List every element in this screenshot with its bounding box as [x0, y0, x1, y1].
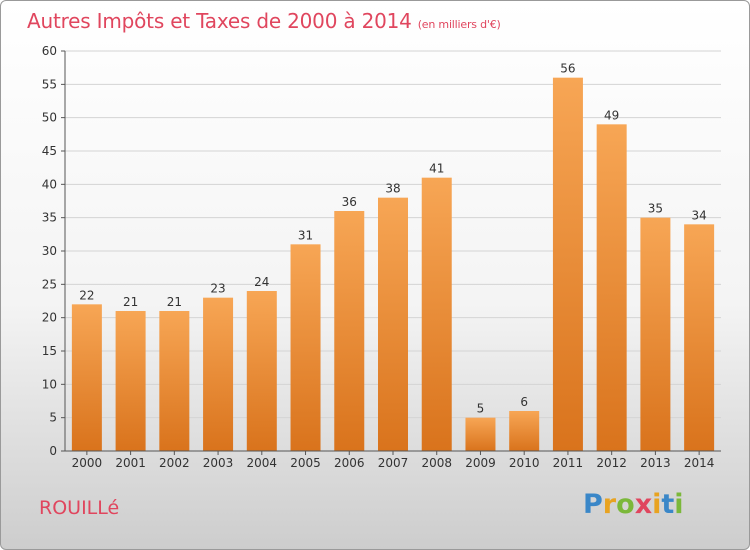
data-label-2002: 21	[167, 295, 182, 309]
bar-2013	[640, 217, 671, 451]
bar-2009	[465, 417, 496, 451]
bar-2007	[378, 197, 408, 451]
y-tick-label: 40	[42, 177, 57, 191]
logo-letter: x	[634, 489, 653, 520]
bar-2012	[596, 124, 627, 451]
x-tick-label-2012: 2012	[596, 456, 627, 470]
data-label-2010: 6	[520, 395, 528, 409]
data-label-2009: 5	[477, 402, 485, 416]
data-label-2013: 35	[648, 202, 663, 216]
x-tick-label-2004: 2004	[247, 456, 278, 470]
logo-letter: i	[674, 489, 684, 520]
bar-2003	[203, 297, 234, 451]
bar-2005	[290, 244, 321, 451]
data-label-2003: 23	[210, 282, 225, 296]
logo-letter: i	[652, 489, 662, 520]
bar-2011	[552, 77, 583, 452]
x-tick-label-2000: 2000	[72, 456, 103, 470]
chart-title: Autres Impôts et Taxes de 2000 à 2014 (en…	[27, 9, 501, 33]
data-label-2001: 21	[123, 295, 138, 309]
x-tick-label-2008: 2008	[421, 456, 452, 470]
bar-2000	[71, 304, 102, 451]
bar-2010	[509, 411, 540, 451]
x-tick-label-2007: 2007	[378, 456, 409, 470]
data-label-2011: 56	[560, 62, 575, 76]
x-tick-label-2014: 2014	[684, 456, 715, 470]
data-label-2006: 36	[342, 195, 357, 209]
data-label-2005: 31	[298, 228, 313, 242]
proxiti-logo: Proxiti	[583, 489, 684, 520]
x-tick-label-2006: 2006	[334, 456, 365, 470]
y-tick-label: 50	[42, 111, 57, 125]
data-label-2000: 22	[79, 288, 94, 302]
x-tick-label-2009: 2009	[465, 456, 496, 470]
y-tick-label: 45	[42, 144, 57, 158]
y-tick-label: 5	[49, 411, 57, 425]
y-tick-label: 10	[42, 377, 57, 391]
data-label-2004: 24	[254, 275, 269, 289]
data-label-2014: 34	[691, 208, 706, 222]
logo-letter: r	[602, 489, 617, 520]
y-tick-label: 35	[42, 211, 57, 225]
logo-letter: t	[661, 489, 675, 520]
y-tick-label: 15	[42, 344, 57, 358]
y-tick-label: 55	[42, 77, 57, 91]
bar-2004	[246, 291, 277, 451]
x-tick-label-2003: 2003	[203, 456, 234, 470]
y-axis: 0 5 10 15 20 25 30 35 40 45 50 55 60	[42, 44, 66, 458]
bar-2006	[334, 211, 365, 451]
chart-subtitle: (en milliers d'€)	[417, 18, 501, 31]
data-label-2007: 38	[385, 182, 400, 196]
x-tick-label-2005: 2005	[290, 456, 321, 470]
x-axis: 2000 2001 2002 2003 2004 2005 2006 2007 2008 2009…	[65, 450, 721, 470]
bar-2008	[421, 177, 452, 451]
y-tick-label: 30	[42, 244, 57, 258]
data-label-2012: 49	[604, 108, 619, 122]
y-tick-label: 60	[42, 44, 57, 58]
y-tick-label: 0	[49, 444, 57, 458]
bar-2014	[684, 224, 715, 451]
x-tick-label-2013: 2013	[640, 456, 671, 470]
x-tick-label-2010: 2010	[509, 456, 540, 470]
data-label-2008: 41	[429, 162, 444, 176]
bar-2002	[159, 311, 190, 451]
x-tick-label-2002: 2002	[159, 456, 190, 470]
bar-2001	[115, 311, 146, 451]
x-tick-label-2001: 2001	[115, 456, 146, 470]
y-tick-label: 25	[42, 277, 57, 291]
logo-letter: o	[616, 489, 635, 520]
y-tick-label: 20	[42, 311, 57, 325]
x-tick-label-2011: 2011	[553, 456, 584, 470]
commune-name: ROUILLé	[39, 497, 120, 519]
logo-letter: P	[583, 489, 603, 520]
